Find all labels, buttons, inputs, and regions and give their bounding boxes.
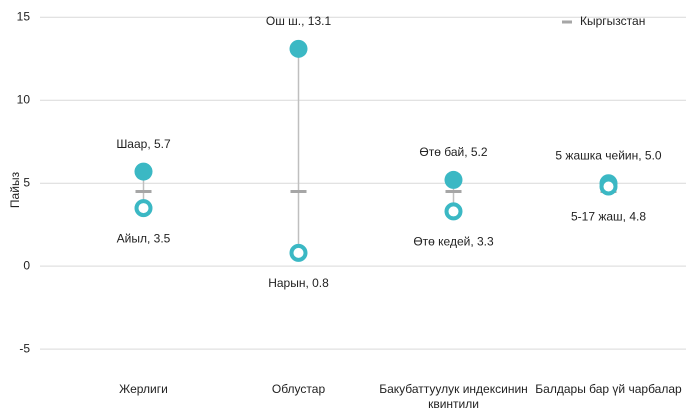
legend-swatch [562,20,572,24]
x-tick-label: Бакубаттуулук индексинин квинтили [379,382,528,411]
low-marker [289,243,308,262]
legend-label: Кыргызстан [580,14,645,28]
low-marker [599,177,618,196]
high-marker [134,162,153,181]
national-dash [290,190,307,193]
data-label: Нарын, 0.8 [268,276,329,290]
data-label: Өтө бай, 5.2 [419,145,487,159]
y-axis-label: Пайыз [8,171,22,208]
y-tick-label: -5 [19,341,30,355]
y-tick-label: 10 [17,92,31,106]
data-label: 5-17 жаш, 4.8 [571,210,646,224]
y-tick-label: 5 [23,175,30,189]
low-marker [444,202,463,221]
national-dash [135,190,152,193]
data-label: Өтө кедей, 3.3 [413,235,494,249]
x-tick-label: Жерлиги [119,382,168,396]
x-tick-label: Балдары бар үй чарбалар [535,382,682,396]
high-marker [289,39,308,58]
data-label: Шаар, 5.7 [116,137,171,151]
data-label: 5 жашка чейин, 5.0 [555,148,661,162]
y-tick-label: 15 [17,9,31,23]
y-tick-label: 0 [23,258,30,272]
data-label: Айыл, 3.5 [117,231,171,245]
low-marker [134,199,153,218]
national-dash [445,190,462,193]
data-label: Ош ш., 13.1 [266,14,332,28]
x-tick-label: Облустар [271,382,326,396]
high-marker [444,170,463,189]
